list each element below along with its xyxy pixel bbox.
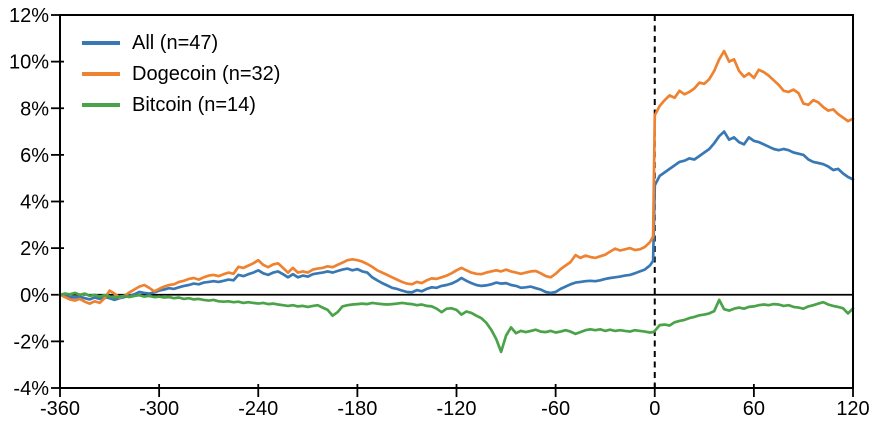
legend-line-swatch-bitcoin: [82, 102, 120, 107]
legend-label-all: All (n=47): [132, 31, 219, 54]
x-axis-label: 0: [649, 398, 660, 420]
x-axis-label: -60: [541, 398, 570, 420]
x-axis-label: -360: [40, 398, 80, 420]
legend-line-swatch-dogecoin: [82, 71, 120, 76]
series-line-dogecoin: [58, 49, 855, 305]
legend-label-dogecoin: Dogecoin (n=32): [132, 62, 281, 85]
x-axis-label: -180: [337, 398, 377, 420]
y-axis-label: 8%: [20, 98, 49, 120]
legend-item-dogecoin: Dogecoin (n=32): [82, 58, 280, 89]
y-axis-label: 0%: [20, 285, 49, 307]
legend-item-bitcoin: Bitcoin (n=14): [82, 89, 280, 120]
x-axis-label: -120: [436, 398, 476, 420]
x-axis-label: -300: [139, 398, 179, 420]
y-axis-label: 2%: [20, 238, 49, 260]
y-axis-label: 4%: [20, 192, 49, 214]
legend-item-all: All (n=47): [82, 27, 280, 58]
series-line-all: [58, 130, 855, 302]
series-line-bitcoin: [58, 291, 855, 354]
y-axis-label: 6%: [20, 145, 49, 167]
x-axis-label: 120: [836, 398, 869, 420]
legend-line-swatch-all: [82, 40, 120, 45]
y-axis-label: -4%: [13, 378, 49, 400]
x-axis-label: 60: [743, 398, 765, 420]
y-axis-label: 10%: [9, 52, 49, 74]
y-axis-label: -2%: [13, 331, 49, 353]
legend: All (n=47) Dogecoin (n=32) Bitcoin (n=14…: [82, 27, 280, 120]
plot-frame: [59, 14, 854, 389]
x-axis-label: -240: [238, 398, 278, 420]
legend-label-bitcoin: Bitcoin (n=14): [132, 93, 256, 116]
y-axis-label: 12%: [9, 5, 49, 27]
